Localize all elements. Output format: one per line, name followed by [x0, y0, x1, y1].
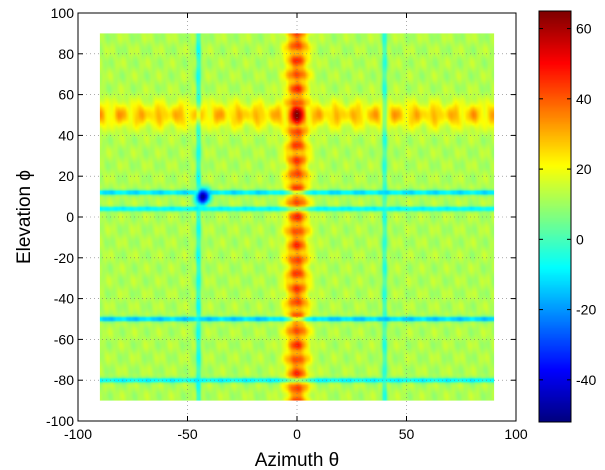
x-tick-label: 100 [504, 426, 528, 442]
y-tick-label: 40 [58, 127, 74, 143]
plot-area: -100 -50 0 50 100 -100 -80 -60 -40 -20 0 20 40 60 80 1… [46, 5, 528, 442]
y-tick-label: 20 [58, 168, 74, 184]
colorbar-tick-label: 60 [576, 21, 592, 37]
y-tick-label: 60 [58, 87, 74, 103]
grid-lines [78, 13, 516, 421]
colorbar-tick-label: -40 [576, 372, 596, 388]
colorbar-tick-label: 0 [576, 231, 584, 247]
colorbar-tick-label: 40 [576, 91, 592, 107]
x-tick-label: 50 [399, 426, 415, 442]
y-tick-label: 100 [51, 5, 75, 21]
x-axis-label: Azimuth θ [255, 450, 339, 470]
colorbar: -40 -20 0 20 40 60 [538, 10, 596, 423]
y-tick-label: -80 [54, 372, 74, 388]
colorbar-frame [538, 10, 572, 423]
x-axis: -100 -50 0 50 100 [64, 13, 528, 442]
y-tick-label: -60 [54, 331, 74, 347]
y-axis-label: Elevation ϕ [14, 170, 35, 264]
colorbar-ticks: -40 -20 0 20 40 60 [539, 21, 596, 388]
y-tick-label: 0 [66, 209, 74, 225]
colorbar-tick-label: -20 [576, 302, 596, 318]
y-axis: -100 -80 -60 -40 -20 0 20 40 60 80 100 [46, 5, 516, 429]
y-tick-label: -20 [54, 250, 74, 266]
x-tick-label: -100 [64, 426, 92, 442]
colorbar-gradient [539, 11, 571, 422]
y-tick-label: -40 [54, 291, 74, 307]
x-tick-label: -50 [177, 426, 197, 442]
y-tick-label: -100 [46, 413, 74, 429]
x-tick-label: 0 [293, 426, 301, 442]
y-tick-label: 80 [58, 46, 74, 62]
colorbar-tick-label: 20 [576, 161, 592, 177]
